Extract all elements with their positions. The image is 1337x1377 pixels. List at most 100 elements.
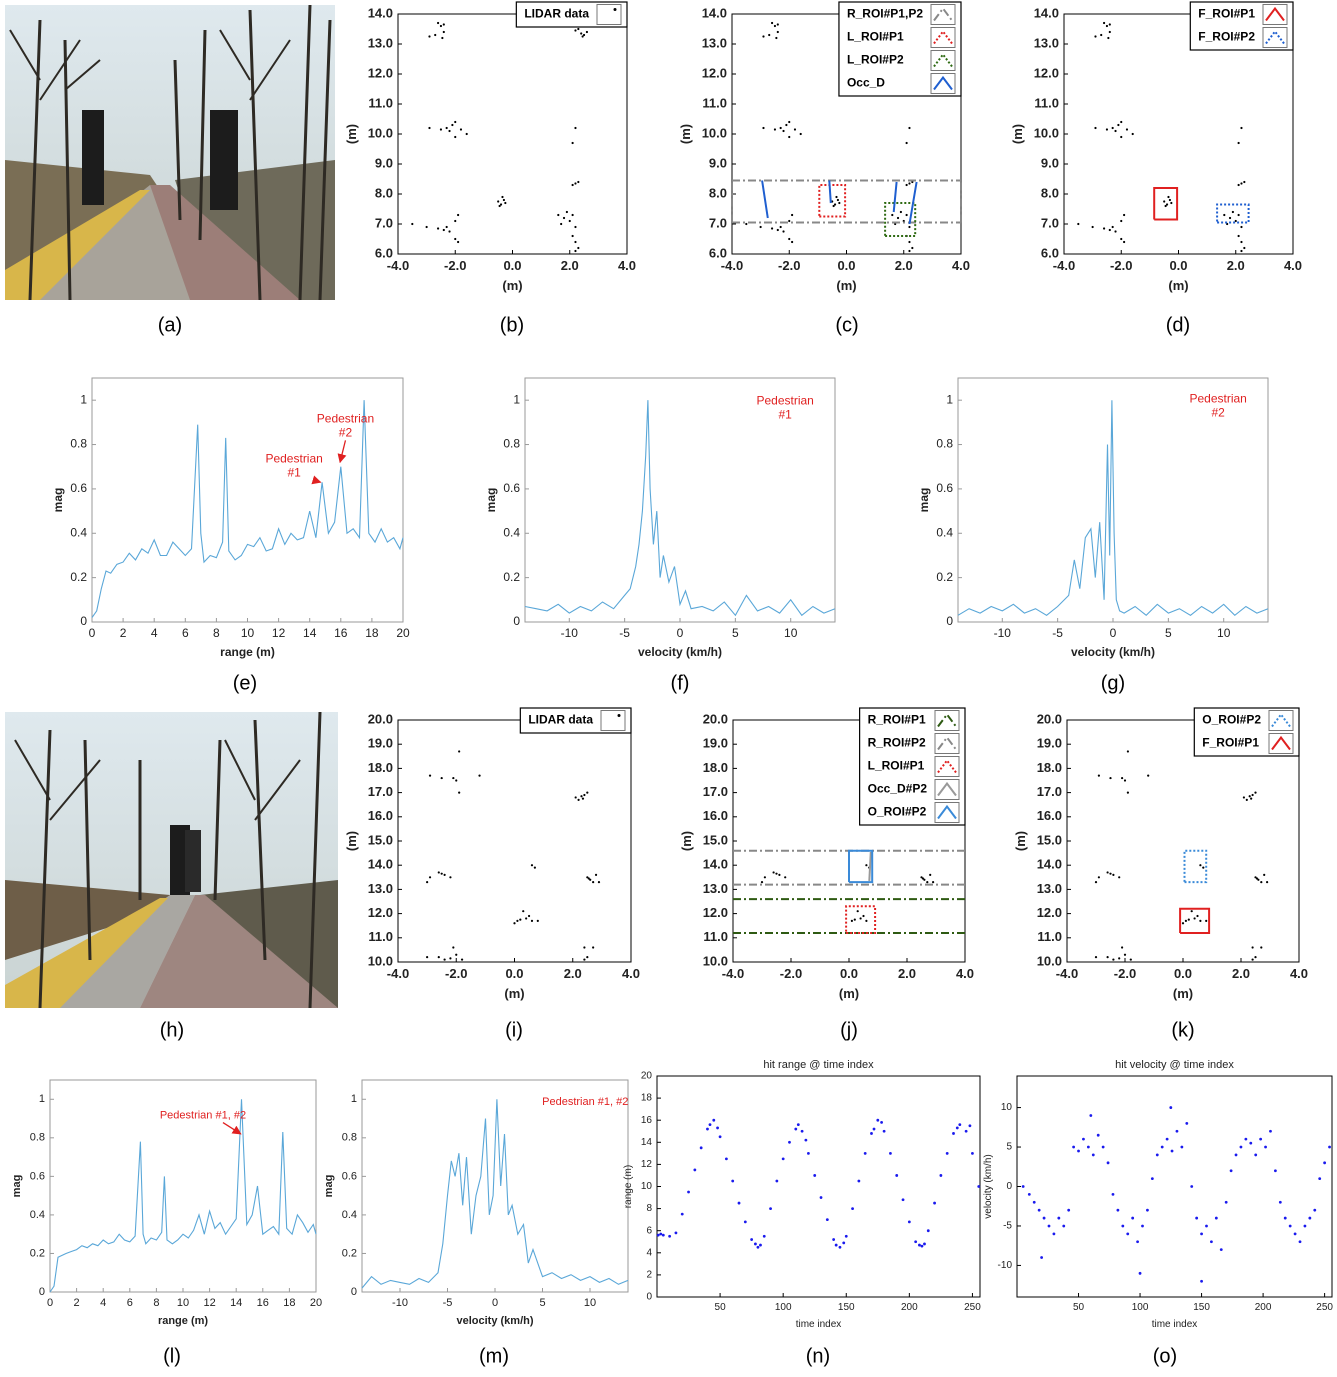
data-point — [920, 1244, 924, 1248]
x-tick-label: 4 — [151, 626, 158, 640]
legend-icon — [937, 804, 957, 820]
x-tick-label: 50 — [1073, 1302, 1085, 1313]
data-point — [911, 246, 914, 250]
x-tick-label: 8 — [213, 626, 220, 640]
data-point — [779, 126, 782, 130]
data-point — [454, 219, 457, 223]
x-tick-label: 10 — [177, 1297, 189, 1309]
data-point — [1136, 1240, 1139, 1244]
data-point — [862, 914, 865, 918]
y-tick-label: 14.0 — [368, 857, 393, 872]
data-point — [454, 237, 457, 241]
data-point — [668, 1234, 672, 1238]
data-point — [770, 21, 774, 25]
data-point — [1165, 203, 1169, 206]
y-tick-label: 0.8 — [70, 437, 87, 451]
y-axis-label: mag — [11, 1175, 23, 1198]
x-tick-label: 0.0 — [840, 966, 858, 981]
x-tick-label: 0 — [1110, 626, 1117, 640]
data-point — [428, 126, 431, 130]
data-point — [504, 201, 507, 205]
data-point — [850, 919, 854, 922]
data-point — [574, 225, 577, 229]
data-point — [1057, 1216, 1061, 1220]
data-point — [825, 1218, 829, 1222]
data-point — [452, 776, 455, 780]
data-point — [583, 958, 586, 961]
panel-caption: (g) — [1101, 672, 1125, 694]
data-point — [1165, 1137, 1169, 1141]
y-tick-label: 10 — [641, 1181, 653, 1192]
y-tick-label: 11.0 — [1034, 95, 1059, 110]
data-point — [1190, 910, 1193, 913]
data-point — [440, 776, 443, 780]
data-point — [908, 240, 911, 244]
data-point — [437, 956, 440, 959]
data-point — [460, 958, 464, 961]
data-point — [577, 180, 580, 184]
data-point — [1111, 225, 1114, 229]
data-point — [428, 35, 431, 38]
data-point — [1210, 1240, 1213, 1244]
y-tick-label: 7.0 — [1041, 215, 1059, 230]
data-point — [907, 1220, 911, 1224]
data-point — [536, 919, 539, 922]
data-point — [1141, 1224, 1144, 1228]
data-point — [458, 750, 461, 753]
y-tick-label: 16.0 — [703, 808, 728, 823]
data-point — [872, 1127, 876, 1131]
data-point — [1168, 198, 1172, 202]
data-point — [530, 919, 534, 922]
data-point — [452, 946, 455, 949]
data-point — [958, 1123, 962, 1127]
panel-caption: (e) — [233, 672, 257, 694]
y-tick-label: 18.0 — [703, 760, 728, 775]
data-point — [1105, 24, 1109, 28]
data-point — [577, 798, 580, 801]
y-axis-label: (m) — [344, 831, 359, 851]
data-point — [1196, 914, 1199, 918]
data-point — [1187, 918, 1190, 921]
data-point — [908, 225, 911, 229]
data-point — [1123, 213, 1126, 217]
data-point — [1229, 1169, 1233, 1173]
data-point — [1237, 183, 1240, 187]
data-point — [921, 877, 925, 880]
data-point — [1112, 873, 1115, 876]
data-point — [712, 1118, 716, 1122]
data-point — [1250, 797, 1253, 800]
data-point — [908, 126, 911, 130]
data-point — [1228, 216, 1232, 220]
data-point — [905, 141, 908, 145]
data-point — [964, 1129, 968, 1133]
data-point — [1167, 195, 1170, 199]
data-point — [1254, 1153, 1258, 1157]
y-axis-label: (m) — [1010, 124, 1025, 144]
legend-icon-box — [934, 779, 960, 800]
annotation: #2 — [1211, 405, 1225, 419]
legend: R_ROI#P1,P2 L_ROI#P1 L_ROI#P2 Occ_D — [838, 1, 962, 97]
data-point — [939, 1174, 943, 1177]
data-point — [926, 1229, 930, 1233]
legend-icon-box — [934, 756, 960, 777]
data-point — [571, 213, 574, 217]
y-axis-label: mag — [484, 488, 498, 513]
plot-frame — [91, 377, 404, 623]
legend-icon — [937, 758, 957, 774]
data-point — [1121, 776, 1124, 780]
y-tick-label: 19.0 — [368, 736, 393, 751]
data-point — [905, 183, 908, 187]
legend-icon — [933, 75, 953, 91]
data-point — [592, 946, 595, 949]
y-tick-label: 8 — [646, 1203, 652, 1214]
data-point — [1243, 180, 1246, 184]
legend-icon-box — [934, 710, 960, 731]
data-point — [583, 793, 586, 797]
data-point — [763, 876, 767, 879]
data-point — [791, 213, 794, 217]
data-point — [908, 182, 911, 185]
y-tick-label: 15.0 — [703, 832, 728, 847]
annotation: #1 — [778, 408, 792, 422]
chart: -4.0 -2.0 0.0 2.0 4.0 10.0 11.0 12.0 13.0 14.0 15.… — [679, 707, 974, 1041]
data-point — [674, 1231, 678, 1235]
